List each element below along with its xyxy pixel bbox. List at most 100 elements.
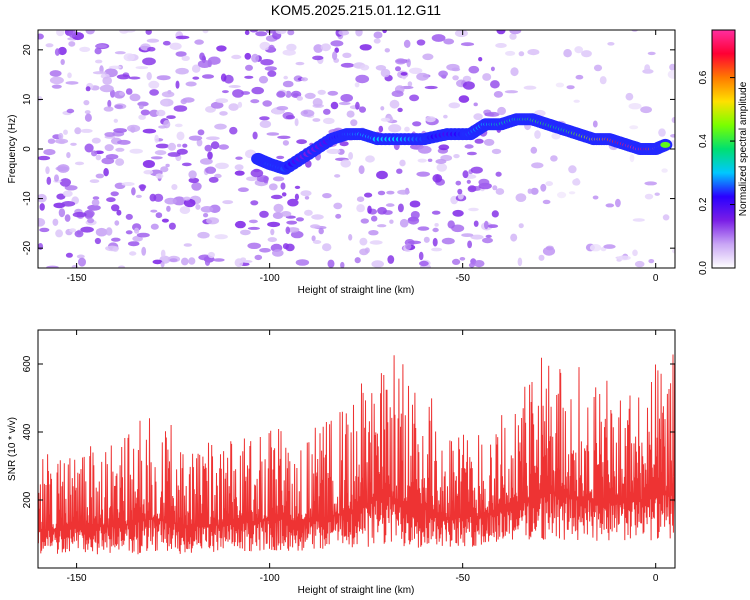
- heatmap-cell: [505, 50, 516, 56]
- heatmap-cell: [348, 234, 353, 241]
- heatmap-cell: [105, 227, 113, 236]
- heatmap-cell: [482, 73, 492, 81]
- y-tick-label: 200: [22, 491, 33, 508]
- heatmap-cell: [69, 228, 77, 233]
- heatmap-cell: [380, 117, 391, 122]
- heatmap-cell: [52, 218, 59, 226]
- heatmap-cell: [58, 208, 66, 218]
- heatmap-cell: [272, 249, 284, 257]
- heatmap-cell: [628, 103, 642, 110]
- heatmap-cell: [644, 64, 651, 73]
- heatmap-cell: [340, 159, 352, 168]
- heatmap-cell: [188, 135, 203, 141]
- heatmap-cell: [68, 41, 76, 47]
- heatmap-cell: [327, 90, 339, 96]
- heatmap-cell: [280, 182, 286, 190]
- heatmap-cell: [311, 235, 316, 242]
- colorbar-label: Normalized spectral amplitude: [738, 81, 749, 216]
- heatmap-cell: [495, 43, 507, 48]
- heatmap-cell: [142, 160, 155, 168]
- heatmap-cell: [262, 100, 273, 107]
- heatmap-cell: [491, 210, 499, 218]
- heatmap-cell: [603, 244, 616, 249]
- heatmap-cell: [632, 218, 645, 222]
- heatmap-cell: [199, 52, 205, 61]
- heatmap-cell: [395, 66, 401, 72]
- heatmap-cell: [136, 232, 150, 238]
- heatmap-cell: [648, 259, 655, 264]
- heatmap-cell: [286, 43, 297, 52]
- heatmap-cell: [46, 176, 52, 185]
- heatmap-cell: [301, 77, 308, 82]
- heatmap-cell: [575, 74, 584, 80]
- heatmap-cell: [452, 209, 464, 217]
- heatmap-cell: [179, 206, 191, 215]
- heatmap-cell: [155, 143, 169, 149]
- heatmap-cell: [464, 144, 474, 149]
- heatmap-y-ticks: -20 -10 0 10 20: [22, 44, 675, 256]
- heatmap-cell: [294, 193, 299, 201]
- heatmap-cell: [395, 58, 407, 65]
- heatmap-cell: [377, 224, 387, 228]
- heatmap-cell: [149, 193, 157, 202]
- heatmap-cell: [54, 138, 69, 144]
- heatmap-cell: [629, 154, 635, 163]
- heatmap-cell: [231, 54, 242, 60]
- heatmap-cell: [534, 130, 541, 139]
- heatmap-cell: [219, 111, 228, 116]
- heatmap-cell: [640, 106, 652, 114]
- heatmap-cell: [191, 64, 201, 73]
- y-tick-label: -20: [22, 241, 33, 256]
- heatmap-cell: [493, 91, 503, 98]
- heatmap-cell: [141, 246, 147, 256]
- heatmap-cell: [181, 162, 192, 167]
- heatmap-cell: [65, 81, 79, 85]
- heatmap-cell: [84, 113, 92, 122]
- heatmap-cell: [592, 120, 598, 128]
- heatmap-cell: [322, 243, 332, 252]
- heatmap-cell: [468, 65, 480, 74]
- heatmap-cell: [183, 243, 192, 247]
- heatmap-cell: [194, 39, 204, 45]
- heatmap-cell: [197, 231, 210, 239]
- heatmap-cell: [174, 123, 183, 128]
- heatmap-cell: [388, 124, 402, 133]
- heatmap-cell: [382, 30, 387, 34]
- heatmap-cell: [214, 173, 222, 179]
- heatmap-cell: [62, 190, 73, 197]
- heatmap-cell: [234, 164, 244, 171]
- heatmap-cell: [496, 30, 506, 35]
- heatmap-cell: [473, 102, 478, 107]
- heatmap-cell: [407, 81, 413, 87]
- snr-x-ticks: -150 -100 -50 0: [67, 330, 659, 584]
- heatmap-cell: [118, 265, 126, 268]
- heatmap-cell: [92, 71, 107, 75]
- heatmap-cell: [160, 166, 169, 173]
- heatmap-cell: [296, 139, 307, 145]
- heatmap-cell: [273, 203, 284, 213]
- heatmap-cell: [581, 50, 592, 58]
- heatmap-cell: [234, 258, 244, 268]
- heatmap-cell: [250, 169, 264, 178]
- heatmap-cell: [396, 168, 403, 174]
- heatmap-cell: [283, 75, 289, 80]
- heatmap-cell: [119, 91, 125, 96]
- colorbar-ticks: 0.0 0.2 0.4 0.6: [698, 70, 735, 275]
- heatmap-cell: [295, 259, 310, 266]
- heatmap-cell: [473, 113, 483, 121]
- heatmap-cell: [555, 82, 565, 88]
- y-tick-label: 20: [22, 44, 33, 56]
- heatmap-cell: [473, 260, 485, 268]
- heatmap-cell: [149, 89, 160, 96]
- heatmap-cell: [483, 138, 495, 146]
- heatmap-cell: [281, 192, 287, 197]
- heatmap-cell: [625, 92, 634, 101]
- heatmap-cell: [661, 168, 668, 173]
- heatmap-cell: [80, 128, 93, 133]
- heatmap-cell: [84, 211, 94, 220]
- heatmap-cell: [171, 184, 178, 190]
- heatmap-cell: [107, 99, 112, 108]
- heatmap-cell: [74, 161, 85, 166]
- heatmap-cell: [270, 228, 275, 236]
- heatmap-cell: [206, 217, 220, 225]
